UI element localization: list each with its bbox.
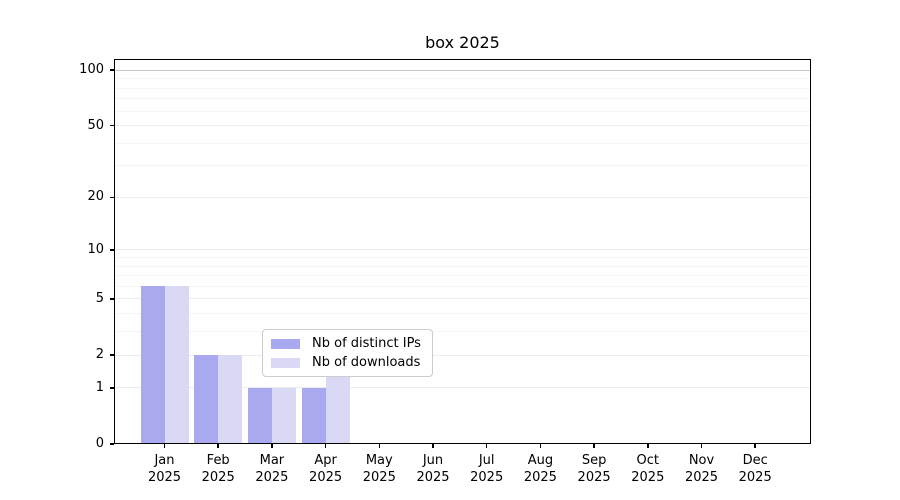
gridline-y-6: [114, 285, 811, 287]
gridline-y-5: [114, 298, 811, 300]
xtick-mark-nov: [700, 444, 703, 448]
ytick-label-0: 0: [95, 436, 104, 451]
ytick-mark-20: [110, 196, 114, 199]
ytick-label-2: 2: [95, 347, 104, 363]
gridline-y-100: [114, 69, 811, 71]
xtick-mark-feb: [217, 444, 219, 448]
chart-title: box 2025: [425, 33, 500, 52]
gridline-y-30: [114, 165, 811, 167]
legend-item-distinct-ips: Nb of distinct IPs: [271, 336, 421, 351]
ytick-mark-0: [110, 443, 114, 445]
legend-swatch-distinct-ips: [271, 338, 300, 349]
ytick-mark-1: [110, 387, 114, 389]
bar-downloads-jan: [164, 286, 189, 444]
ytick-mark-50: [110, 124, 114, 127]
gridline-y-10: [114, 249, 811, 251]
ytick-label-50: 50: [87, 117, 104, 133]
legend-item-downloads: Nb of downloads: [271, 355, 421, 370]
gridline-y-60: [114, 110, 811, 112]
gridline-y-20: [114, 196, 811, 198]
gridline-y-2: [114, 354, 811, 356]
xtick-mark-jul: [485, 444, 488, 448]
legend-label-downloads: Nb of downloads: [312, 355, 421, 370]
bar-distinct-ips-jan: [140, 286, 165, 444]
xtick-label-may: May 2025: [362, 453, 396, 485]
gridline-y-7: [114, 275, 811, 277]
bar-distinct-ips-mar: [247, 387, 272, 444]
ytick-label-100: 100: [79, 62, 104, 78]
xtick-mark-oct: [647, 444, 649, 448]
ytick-mark-5: [110, 298, 114, 300]
xtick-mark-jun: [432, 444, 434, 448]
ytick-mark-2: [110, 354, 114, 356]
gridline-y-90: [114, 78, 811, 80]
bar-downloads-mar: [271, 387, 296, 444]
xtick-mark-may: [378, 444, 381, 448]
gridline-y-1: [114, 387, 811, 389]
xtick-mark-sep: [593, 444, 595, 448]
gridline-y-9: [114, 257, 811, 258]
xtick-label-jun: Jun 2025: [416, 453, 450, 485]
xtick-mark-dec: [754, 444, 756, 448]
xtick-label-dec: Dec 2025: [738, 453, 772, 485]
bar-distinct-ips-feb: [194, 355, 219, 444]
ytick-mark-10: [110, 249, 114, 251]
plot-area: [114, 59, 811, 444]
bar-distinct-ips-apr: [301, 387, 326, 444]
ytick-label-20: 20: [87, 189, 104, 205]
gridline-y-4: [114, 313, 811, 315]
ytick-label-1: 1: [95, 379, 104, 395]
xtick-label-aug: Aug 2025: [523, 453, 557, 485]
legend-swatch-downloads: [271, 357, 300, 368]
ytick-label-5: 5: [95, 290, 104, 306]
xtick-label-apr: Apr 2025: [309, 453, 343, 485]
xtick-label-nov: Nov 2025: [684, 453, 719, 485]
gridline-y-8: [114, 265, 811, 267]
legend: Nb of distinct IPs Nb of downloads: [262, 329, 433, 377]
xtick-mark-apr: [324, 444, 327, 448]
xtick-label-jan: Jan 2025: [147, 453, 182, 485]
xtick-mark-aug: [539, 444, 542, 448]
xtick-label-oct: Oct 2025: [631, 453, 665, 485]
gridline-y-70: [114, 98, 811, 100]
xtick-label-sep: Sep 2025: [577, 453, 611, 485]
xtick-mark-mar: [271, 444, 273, 448]
gridline-y-50: [114, 125, 811, 127]
legend-label-distinct-ips: Nb of distinct IPs: [312, 336, 421, 351]
ytick-mark-100: [110, 69, 114, 71]
gridline-y-40: [114, 142, 811, 144]
gridline-y-3: [114, 331, 811, 333]
xtick-label-mar: Mar 2025: [255, 453, 289, 485]
bar-downloads-feb: [218, 355, 243, 444]
xtick-label-feb: Feb 2025: [201, 453, 235, 485]
ytick-label-10: 10: [87, 241, 104, 257]
gridline-y-80: [114, 87, 811, 89]
xtick-mark-jan: [163, 444, 166, 448]
xtick-label-jul: Jul 2025: [470, 453, 504, 485]
